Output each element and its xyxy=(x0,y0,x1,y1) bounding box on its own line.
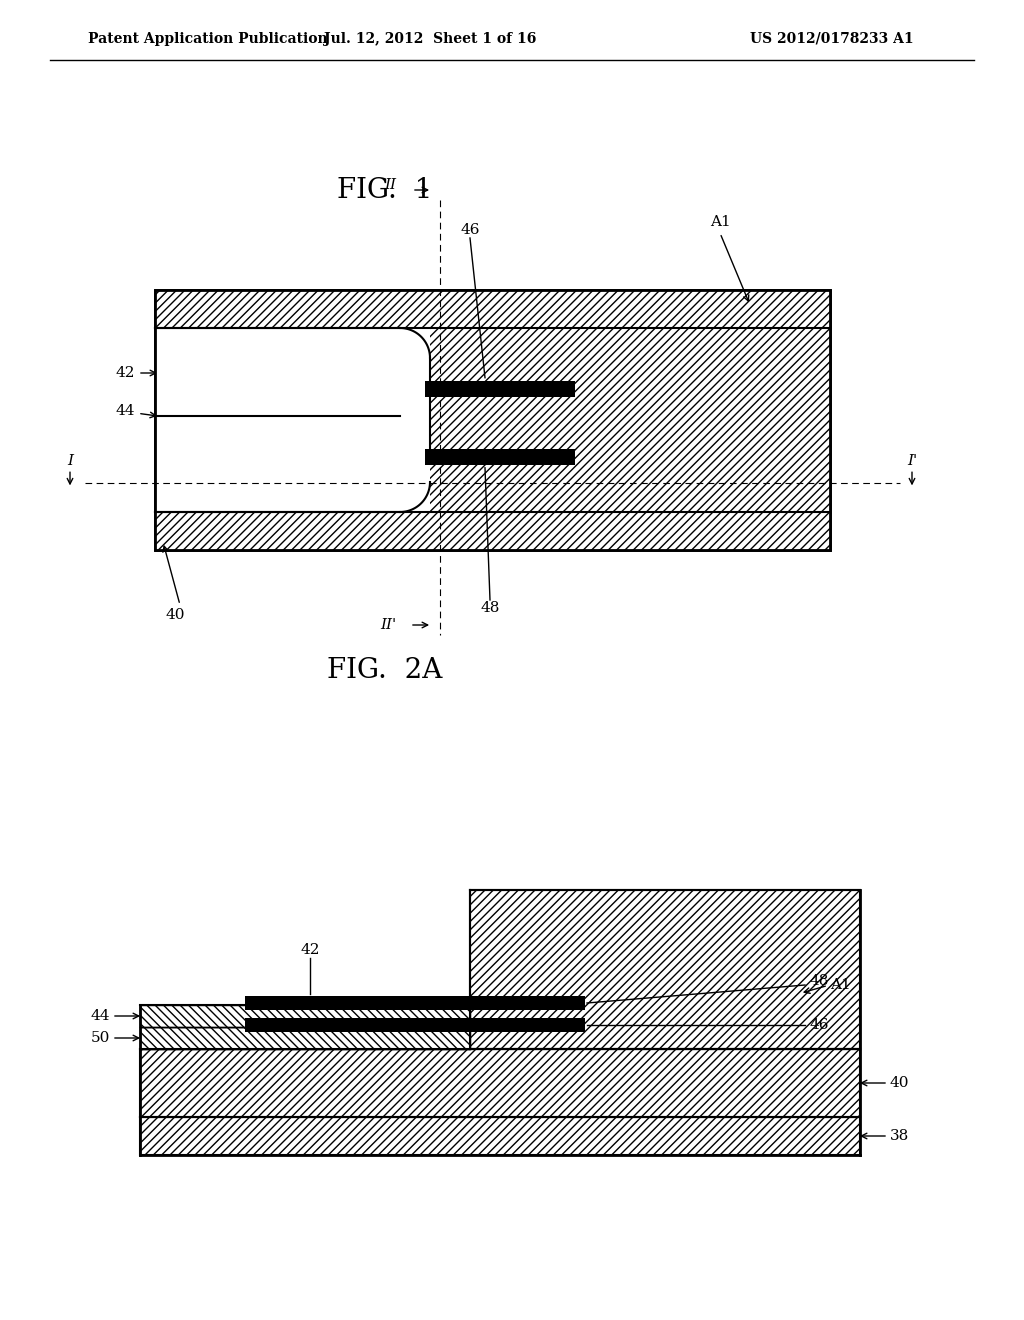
Text: 50: 50 xyxy=(91,1031,110,1045)
Text: I: I xyxy=(67,454,73,469)
Bar xyxy=(470,890,860,1049)
Bar xyxy=(245,1018,585,1032)
Text: US 2012/0178233 A1: US 2012/0178233 A1 xyxy=(750,32,913,46)
Bar xyxy=(425,449,575,465)
Bar xyxy=(155,327,430,512)
Text: A1: A1 xyxy=(710,215,730,228)
Text: FIG.  1: FIG. 1 xyxy=(337,177,433,203)
Bar xyxy=(140,1117,860,1155)
Bar xyxy=(155,290,830,327)
Text: II': II' xyxy=(380,618,396,632)
Bar xyxy=(140,1117,860,1155)
Text: FIG.  2A: FIG. 2A xyxy=(328,656,442,684)
Bar xyxy=(155,290,830,550)
Text: Patent Application Publication: Patent Application Publication xyxy=(88,32,328,46)
Bar xyxy=(155,512,830,550)
Bar xyxy=(140,1049,860,1117)
Text: 48: 48 xyxy=(480,601,500,615)
Text: 42: 42 xyxy=(116,366,135,380)
Text: 42: 42 xyxy=(300,942,319,957)
Text: 40: 40 xyxy=(890,1076,909,1090)
Bar xyxy=(140,1027,470,1049)
Text: 44: 44 xyxy=(90,1008,110,1023)
Bar xyxy=(425,380,575,397)
Text: 40: 40 xyxy=(165,609,184,622)
Text: 48: 48 xyxy=(810,974,829,987)
Bar xyxy=(245,997,585,1010)
Bar xyxy=(140,1005,470,1027)
Bar xyxy=(155,512,830,550)
Bar xyxy=(470,890,860,1049)
Bar xyxy=(430,327,830,512)
Text: 46: 46 xyxy=(460,223,480,238)
Bar xyxy=(140,1005,470,1027)
Text: Jul. 12, 2012  Sheet 1 of 16: Jul. 12, 2012 Sheet 1 of 16 xyxy=(324,32,537,46)
Text: 38: 38 xyxy=(890,1129,909,1143)
Text: 46: 46 xyxy=(810,1018,829,1032)
Bar xyxy=(155,290,830,550)
Text: II: II xyxy=(384,178,396,191)
Bar xyxy=(140,1049,860,1117)
Bar xyxy=(430,327,830,512)
Text: A1: A1 xyxy=(830,978,851,993)
Bar xyxy=(140,1027,470,1049)
Text: 44: 44 xyxy=(116,404,135,418)
Bar xyxy=(155,290,830,327)
Text: I': I' xyxy=(907,454,918,469)
